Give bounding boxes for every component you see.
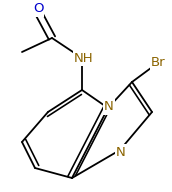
Text: N: N (116, 146, 126, 159)
Text: N: N (104, 100, 114, 113)
Text: NH: NH (74, 51, 94, 65)
Text: Br: Br (151, 56, 165, 70)
Text: O: O (33, 2, 43, 16)
